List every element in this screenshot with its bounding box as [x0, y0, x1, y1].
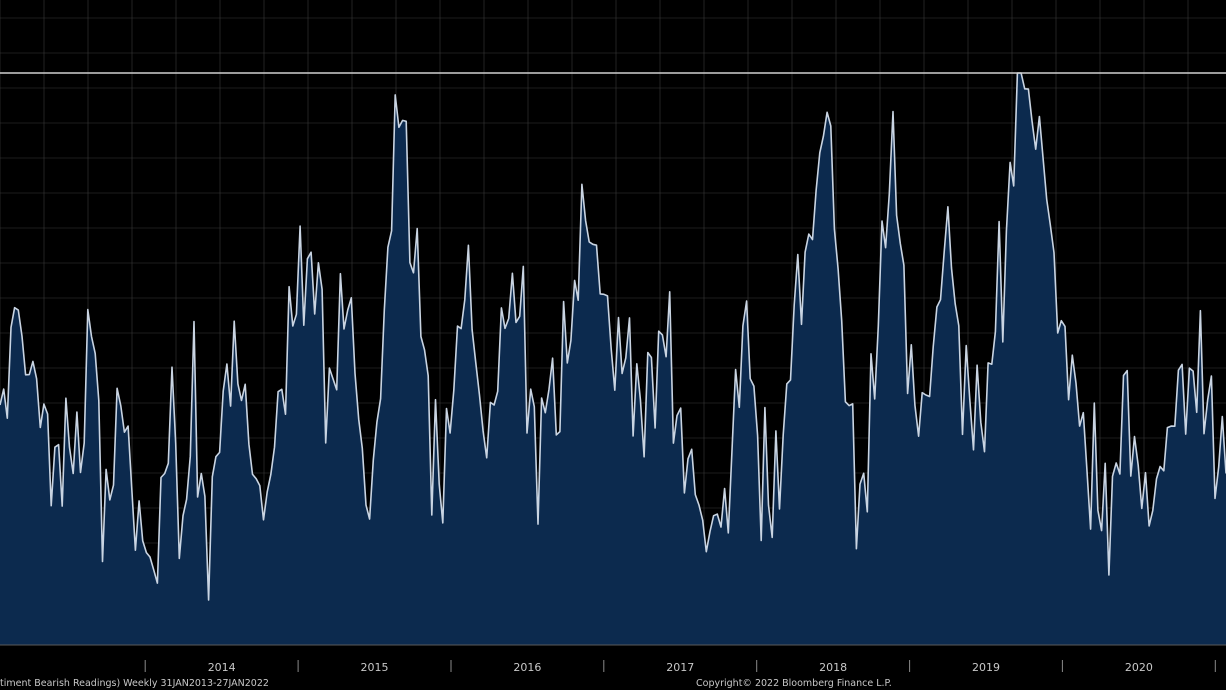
- footer-source-text: timent Bearish Readings) Weekly 31JAN201…: [0, 678, 269, 689]
- x-tick-label: 2014: [208, 661, 236, 674]
- x-tick-label: 2016: [513, 661, 541, 674]
- x-tick-label: 2018: [819, 661, 847, 674]
- x-tick-label: 2019: [972, 661, 1000, 674]
- chart-footer: timent Bearish Readings) Weekly 31JAN201…: [0, 678, 892, 689]
- series-area: [0, 72, 1226, 645]
- x-axis: 2014 2015 2016 2017 2018 2019 2020: [0, 644, 1226, 674]
- x-tick-label: 2020: [1125, 661, 1153, 674]
- series-area-fill: [0, 73, 1226, 645]
- x-tick-label: 2015: [361, 661, 389, 674]
- footer-copyright-text: Copyright© 2022 Bloomberg Finance L.P.: [696, 678, 892, 689]
- x-tick-label: 2017: [666, 661, 694, 674]
- series-line: [0, 72, 1226, 601]
